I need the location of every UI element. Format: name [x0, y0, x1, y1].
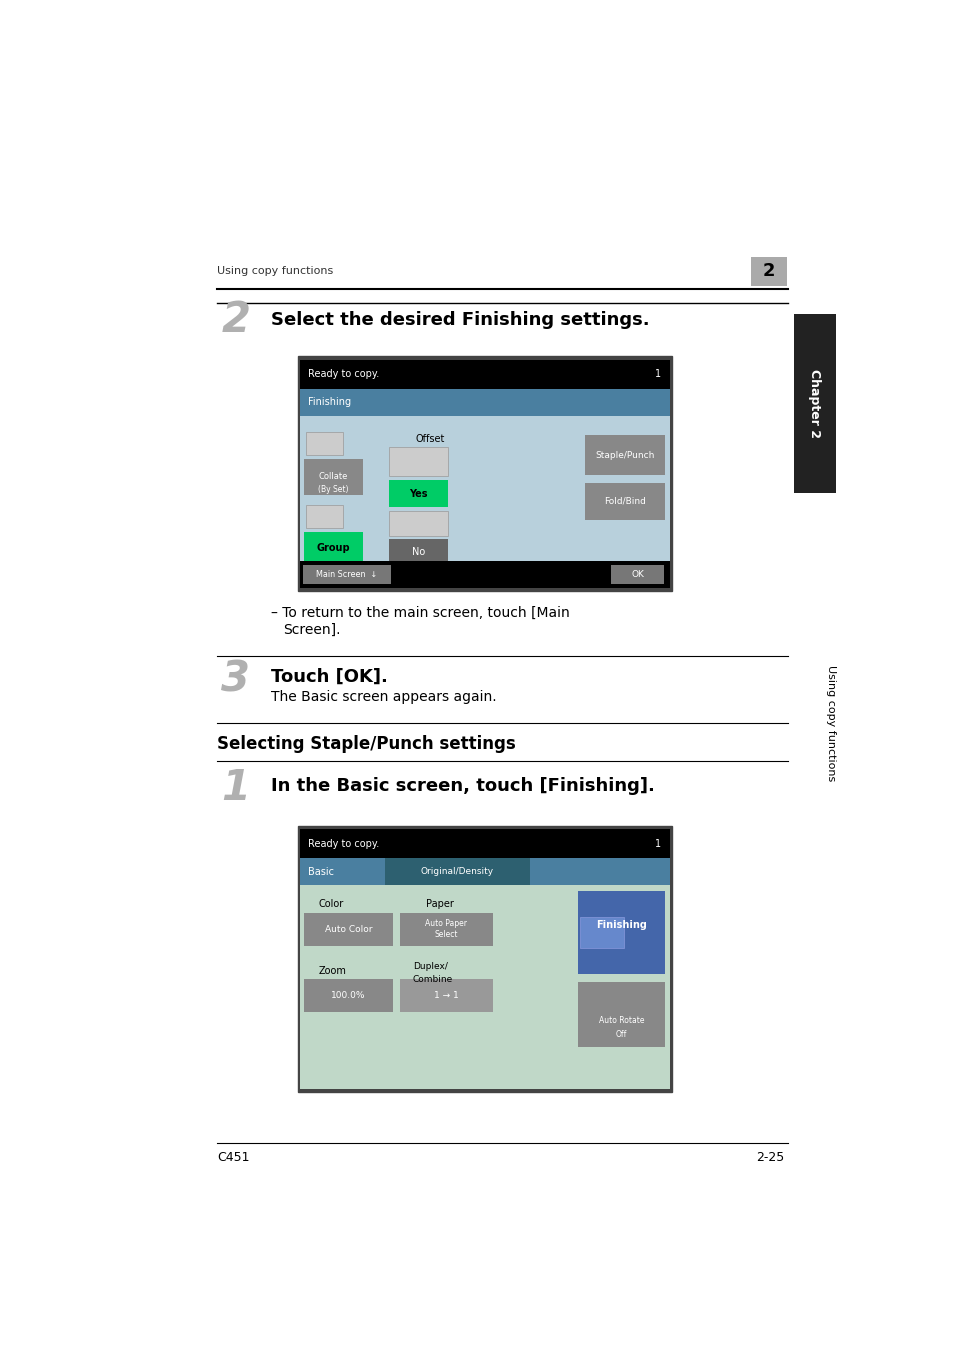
Text: (By Set): (By Set) [318, 485, 349, 494]
Text: 100.0%: 100.0% [331, 991, 365, 1000]
Text: OK: OK [631, 570, 643, 579]
Text: Screen].: Screen]. [283, 622, 340, 637]
Text: 2: 2 [221, 298, 250, 342]
Bar [300, 389, 669, 416]
Text: Staple/Punch: Staple/Punch [595, 451, 654, 459]
Text: Touch [OK].: Touch [OK]. [271, 667, 387, 686]
Bar [389, 447, 448, 477]
Bar [304, 459, 363, 494]
Bar [751, 256, 786, 286]
Text: In the Basic screen, touch [Finishing].: In the Basic screen, touch [Finishing]. [271, 776, 654, 795]
Bar [584, 436, 664, 475]
Bar [300, 829, 669, 859]
Text: Paper: Paper [426, 899, 454, 909]
Text: Zoom: Zoom [318, 965, 346, 976]
Text: 2: 2 [762, 262, 775, 281]
Bar [304, 532, 363, 563]
Text: Group: Group [316, 543, 350, 552]
Bar [610, 566, 663, 585]
Bar [389, 540, 448, 566]
Text: Auto Color: Auto Color [324, 925, 372, 934]
Bar [400, 979, 492, 1012]
Bar [300, 416, 669, 589]
Text: Original/Density: Original/Density [420, 868, 494, 876]
Bar [304, 979, 393, 1012]
Bar [300, 886, 669, 1089]
Text: Offset: Offset [415, 433, 444, 444]
Bar [400, 913, 492, 946]
Bar [577, 891, 664, 973]
Text: The Basic screen appears again.: The Basic screen appears again. [271, 690, 496, 705]
Bar [303, 566, 390, 585]
Text: Auto Rotate: Auto Rotate [598, 1017, 643, 1025]
Text: Duplex/: Duplex/ [413, 963, 447, 971]
Text: Selecting Staple/Punch settings: Selecting Staple/Punch settings [216, 736, 515, 753]
Text: Finishing: Finishing [308, 397, 351, 408]
Text: Ready to copy.: Ready to copy. [308, 369, 378, 379]
Text: 1: 1 [221, 767, 250, 809]
Text: 1 → 1: 1 → 1 [434, 991, 458, 1000]
Text: Using copy functions: Using copy functions [824, 666, 835, 782]
Text: 2-25: 2-25 [756, 1152, 783, 1164]
Text: Basic: Basic [308, 867, 334, 878]
Bar [389, 481, 448, 508]
Bar [306, 505, 343, 528]
Text: Finishing: Finishing [596, 919, 646, 930]
Text: Ready to copy.: Ready to copy. [308, 838, 378, 849]
Bar [304, 913, 393, 946]
Text: 1: 1 [655, 838, 660, 849]
Text: Auto Paper
Select: Auto Paper Select [425, 919, 467, 938]
Text: Fold/Bind: Fold/Bind [603, 497, 645, 505]
Text: Off: Off [615, 1030, 626, 1038]
Text: Main Screen  ↓: Main Screen ↓ [316, 570, 377, 579]
Text: Color: Color [318, 899, 344, 909]
Text: C451: C451 [216, 1152, 249, 1164]
Bar [579, 917, 623, 948]
Bar [306, 432, 343, 455]
Text: Chapter 2: Chapter 2 [807, 369, 821, 437]
Bar [385, 859, 529, 886]
Text: Collate: Collate [318, 472, 348, 482]
Text: – To return to the main screen, touch [Main: – To return to the main screen, touch [M… [271, 606, 569, 620]
Bar [577, 983, 664, 1046]
Bar [584, 483, 664, 520]
Bar [298, 826, 672, 1092]
Text: Combine: Combine [413, 975, 453, 984]
Bar [300, 562, 669, 589]
Text: Select the desired Finishing settings.: Select the desired Finishing settings. [271, 310, 649, 329]
Text: No: No [412, 547, 425, 556]
Bar [300, 859, 669, 886]
Text: Yes: Yes [409, 489, 428, 498]
Bar [298, 356, 672, 591]
Text: 1: 1 [655, 369, 660, 379]
Text: Using copy functions: Using copy functions [216, 266, 333, 277]
Text: 3: 3 [221, 659, 250, 701]
Bar [389, 512, 448, 536]
Bar [300, 359, 669, 389]
Bar [793, 313, 836, 493]
